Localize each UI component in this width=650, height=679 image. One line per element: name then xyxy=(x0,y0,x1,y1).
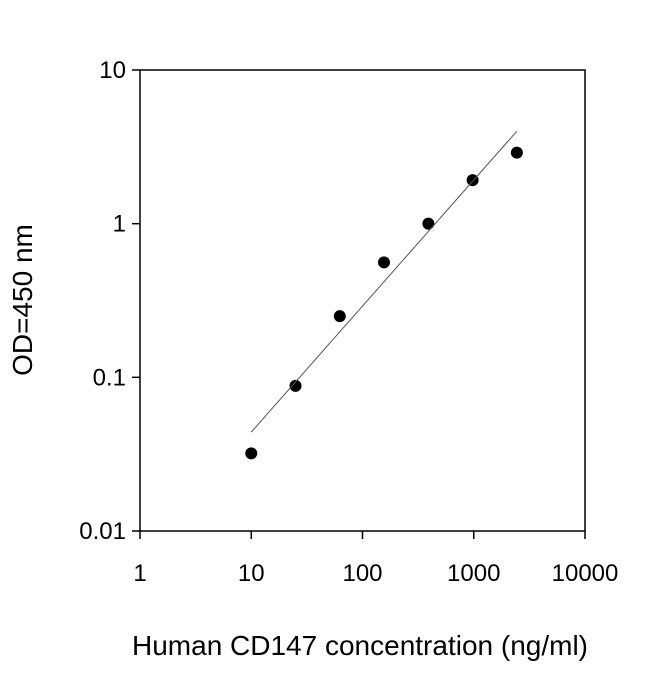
fit-line xyxy=(250,130,518,433)
x-tick-label: 1000 xyxy=(447,560,500,587)
data-point xyxy=(510,146,523,159)
data-point xyxy=(422,217,435,230)
y-tick-label: 10 xyxy=(99,57,126,84)
data-point xyxy=(377,256,390,269)
data-point xyxy=(333,310,346,323)
x-tick-label: 100 xyxy=(342,560,382,587)
y-tick-label: 0.1 xyxy=(93,364,126,391)
x-axis-label: Human CD147 concentration (ng/ml) xyxy=(132,630,588,661)
x-tick-label: 1 xyxy=(133,560,146,587)
plot-frame xyxy=(139,69,586,532)
y-tick-label: 0.01 xyxy=(79,518,126,545)
y-tick-label: 1 xyxy=(113,211,126,238)
x-tick-label: 10000 xyxy=(552,560,619,587)
data-point xyxy=(245,447,258,460)
x-tick-label: 10 xyxy=(238,560,265,587)
y-axis-label: OD=450 nm xyxy=(7,224,38,376)
data-point xyxy=(289,379,302,392)
